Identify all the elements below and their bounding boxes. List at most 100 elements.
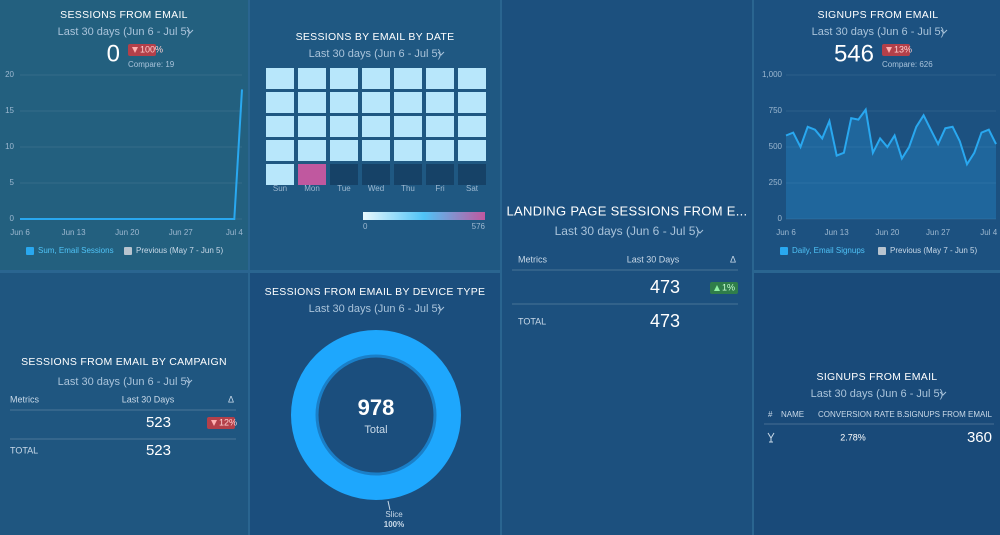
- legend-checkbox[interactable]: [124, 247, 132, 255]
- compare: Compare: 626: [882, 60, 933, 69]
- y-tick-label: 1,000: [762, 70, 783, 79]
- weekday-label: Fri: [435, 184, 445, 193]
- panel: [0, 0, 248, 270]
- heat-cell: [458, 140, 486, 161]
- heat-cell: [266, 140, 294, 161]
- heat-cell: [266, 164, 294, 185]
- heat-cell: [330, 92, 358, 113]
- dropdown-caret: [437, 51, 445, 56]
- heat-cell: [362, 92, 390, 113]
- x-tick-label: Jun 20: [115, 228, 140, 237]
- heat-cell: [394, 92, 422, 113]
- column-header: #: [768, 410, 773, 419]
- donut-slice: [291, 330, 461, 500]
- widget-title: SIGNUPS FROM EMAIL: [817, 371, 938, 383]
- heat-cell: [298, 92, 326, 113]
- y-tick-label: 750: [769, 106, 783, 115]
- y-tick-label: 15: [5, 106, 14, 115]
- x-tick-label: Jun 6: [776, 228, 796, 237]
- center-label: Total: [364, 424, 387, 436]
- legend-checkbox[interactable]: [26, 247, 34, 255]
- delta-arrow: [886, 47, 892, 53]
- panel: [0, 273, 248, 535]
- x-tick-label: Jun 20: [875, 228, 900, 237]
- delta-value: 100%: [140, 44, 163, 54]
- signups-value: 360: [967, 429, 992, 446]
- column-header: SIGNUPS FROM EMAIL: [904, 410, 993, 419]
- y-tick-label: 0: [10, 214, 15, 223]
- conversion-rate: 2.78%: [840, 432, 866, 442]
- empty-cell: [330, 164, 358, 185]
- widget-title: SESSIONS FROM EMAIL BY CAMPAIGN: [21, 356, 227, 368]
- legend-checkbox[interactable]: [878, 247, 886, 255]
- metric-value: 523: [146, 414, 171, 431]
- dropdown-caret: [940, 29, 948, 34]
- total-value: 523: [146, 442, 171, 459]
- legend-checkbox[interactable]: [780, 247, 788, 255]
- scale-max: 576: [472, 222, 486, 231]
- widget-title: SESSIONS FROM EMAIL: [60, 9, 188, 21]
- line: [20, 89, 243, 220]
- heat-cell: [266, 92, 294, 113]
- x-tick-label: Jun 13: [62, 228, 87, 237]
- area: [786, 109, 996, 219]
- y-tick-label: 20: [5, 70, 14, 79]
- donut-inner-ring: [315, 354, 437, 476]
- heat-cell: [426, 140, 454, 161]
- date-range: Last 30 days (Jun 6 - Jul 5): [555, 224, 700, 238]
- widget-title: LANDING PAGE SESSIONS FROM E...: [507, 203, 748, 218]
- column-header: Δ: [228, 394, 234, 404]
- y-tick-label: 250: [769, 178, 783, 187]
- x-tick-label: Jun 6: [10, 228, 30, 237]
- x-tick-label: Jun 27: [169, 228, 194, 237]
- date-range: Last 30 days (Jun 6 - Jul 5): [309, 303, 442, 315]
- heat-cell: [394, 68, 422, 89]
- weekday-label: Sat: [466, 184, 479, 193]
- date-range: Last 30 days (Jun 6 - Jul 5): [811, 388, 944, 400]
- empty-cell: [458, 164, 486, 185]
- line: [785, 107, 997, 167]
- delta-value: 12%: [219, 417, 237, 427]
- compare: Compare: 19: [128, 60, 175, 69]
- column-header: Last 30 Days: [627, 254, 680, 264]
- heat-cell: [362, 116, 390, 137]
- heat-cell: [458, 68, 486, 89]
- empty-cell: [362, 164, 390, 185]
- legend-entry: Previous (May 7 - Jun 5): [890, 246, 977, 255]
- heat-cell: [426, 68, 454, 89]
- dropdown-caret: [939, 391, 947, 396]
- metric-value: 473: [650, 277, 680, 297]
- heat-cell: [298, 68, 326, 89]
- column-header: Metrics: [10, 394, 39, 404]
- column-header: Last 30 Days: [122, 394, 175, 404]
- date-range: Last 30 days (Jun 6 - Jul 5): [58, 26, 191, 38]
- weekday-label: Thu: [401, 184, 415, 193]
- y-tick-label: 10: [5, 142, 14, 151]
- weekday-label: Wed: [368, 184, 384, 193]
- empty-cell: [394, 164, 422, 185]
- heat-cell: [330, 116, 358, 137]
- heat-cell: [362, 68, 390, 89]
- widget-title: SESSIONS FROM EMAIL BY DEVICE TYPE: [265, 286, 486, 298]
- dropdown-caret: [696, 229, 704, 234]
- delta-value: 13%: [894, 44, 912, 54]
- kpi-value: 0: [107, 40, 120, 67]
- heat-cell: [458, 92, 486, 113]
- kpi-value: 546: [834, 40, 874, 67]
- campaign-icon: [767, 432, 775, 443]
- heat-cell: [426, 92, 454, 113]
- column-header: NAME: [781, 410, 804, 419]
- column-header: Δ: [730, 254, 736, 264]
- dropdown-caret: [186, 29, 194, 34]
- leader-line: [387, 500, 391, 511]
- heat-cell: [330, 140, 358, 161]
- color-scale: [363, 212, 485, 220]
- legend-entry: Previous (May 7 - Jun 5): [136, 246, 223, 255]
- weekday-label: Tue: [337, 184, 351, 193]
- date-range: Last 30 days (Jun 6 - Jul 5): [812, 26, 945, 38]
- delta-arrow: [714, 285, 720, 291]
- x-tick-label: Jun 27: [926, 228, 951, 237]
- y-tick-label: 0: [778, 214, 783, 223]
- slice-value: 100%: [384, 520, 404, 529]
